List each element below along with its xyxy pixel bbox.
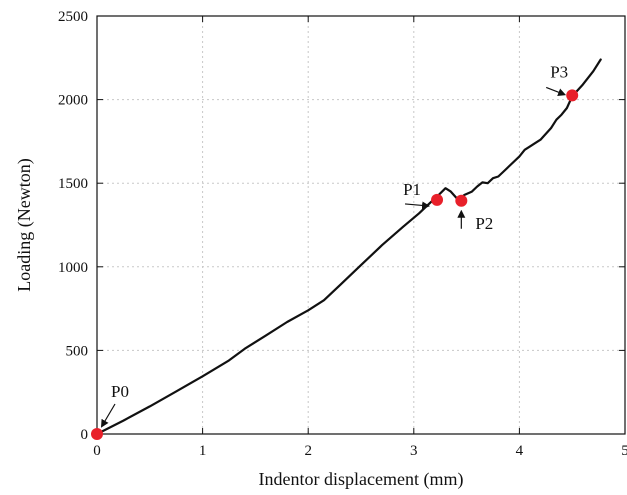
plot-border <box>96 15 626 435</box>
y-tick-label: 1500 <box>58 176 88 192</box>
y-tick-label: 2500 <box>58 9 88 25</box>
annotation-arrow <box>545 86 567 96</box>
annotation-arrow <box>404 201 431 210</box>
x-tick-label: 5 <box>621 443 627 459</box>
series-layer <box>95 58 602 436</box>
plot-frame <box>96 15 626 435</box>
y-tick-label: 2000 <box>58 93 88 109</box>
x-tick-label: 0 <box>93 443 101 459</box>
x-axis-label: Indentor displacement (mm) <box>259 469 464 490</box>
annotation-arrow <box>100 403 116 428</box>
y-axis-label: Loading (Newton) <box>14 158 35 291</box>
y-tick-label: 0 <box>81 427 89 443</box>
data-point-marker <box>455 194 468 207</box>
x-tick-label: 4 <box>516 443 524 459</box>
data-point-marker <box>91 428 103 440</box>
annotation-label: P0 <box>111 382 129 401</box>
annotation-layer: P0 P1 P2 P3 <box>91 62 579 440</box>
y-tick-label: 500 <box>66 343 89 359</box>
data-point-marker <box>566 89 579 102</box>
annotation-label: P1 <box>403 180 421 199</box>
axis-ticks: 0 1 2 3 4 5 0 500 1000 1500 2000 2500 <box>58 9 627 459</box>
x-tick-label: 2 <box>304 443 312 459</box>
y-tick-label: 1000 <box>58 260 88 276</box>
x-tick-label: 1 <box>199 443 207 459</box>
x-tick-label: 3 <box>410 443 418 459</box>
grid <box>97 16 625 434</box>
annotation-label: P2 <box>475 214 493 233</box>
series-line <box>95 58 602 436</box>
data-point-marker <box>431 193 444 206</box>
annotation-label: P3 <box>550 62 568 81</box>
